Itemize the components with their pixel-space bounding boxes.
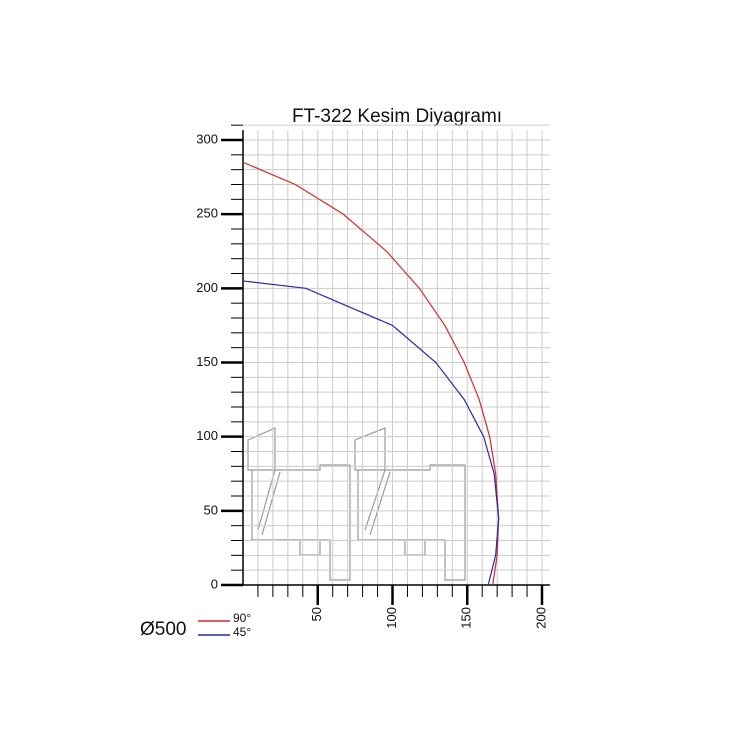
y-tick-label: 300: [196, 131, 218, 146]
legend-label: 45°: [233, 625, 251, 639]
y-tick-label: 150: [196, 354, 218, 369]
series-line: [242, 280, 500, 586]
y-tick-label: 50: [204, 502, 218, 517]
x-tick-label: 100: [384, 607, 399, 629]
y-tick-label: 100: [196, 428, 218, 443]
x-tick-label: 200: [533, 607, 548, 629]
profile-drawing: [247, 427, 466, 581]
y-tick-label: 0: [211, 576, 218, 591]
legend-label: 90°: [233, 611, 251, 625]
series-line: [242, 161, 500, 586]
chart-title: FT-322 Kesim Diyagramı: [292, 106, 502, 127]
y-tick-label: 250: [196, 206, 218, 221]
x-tick-label: 50: [309, 607, 324, 621]
y-tick-label: 200: [196, 280, 218, 295]
legend-title: Ø500: [140, 619, 186, 640]
x-tick-label: 150: [459, 607, 474, 629]
